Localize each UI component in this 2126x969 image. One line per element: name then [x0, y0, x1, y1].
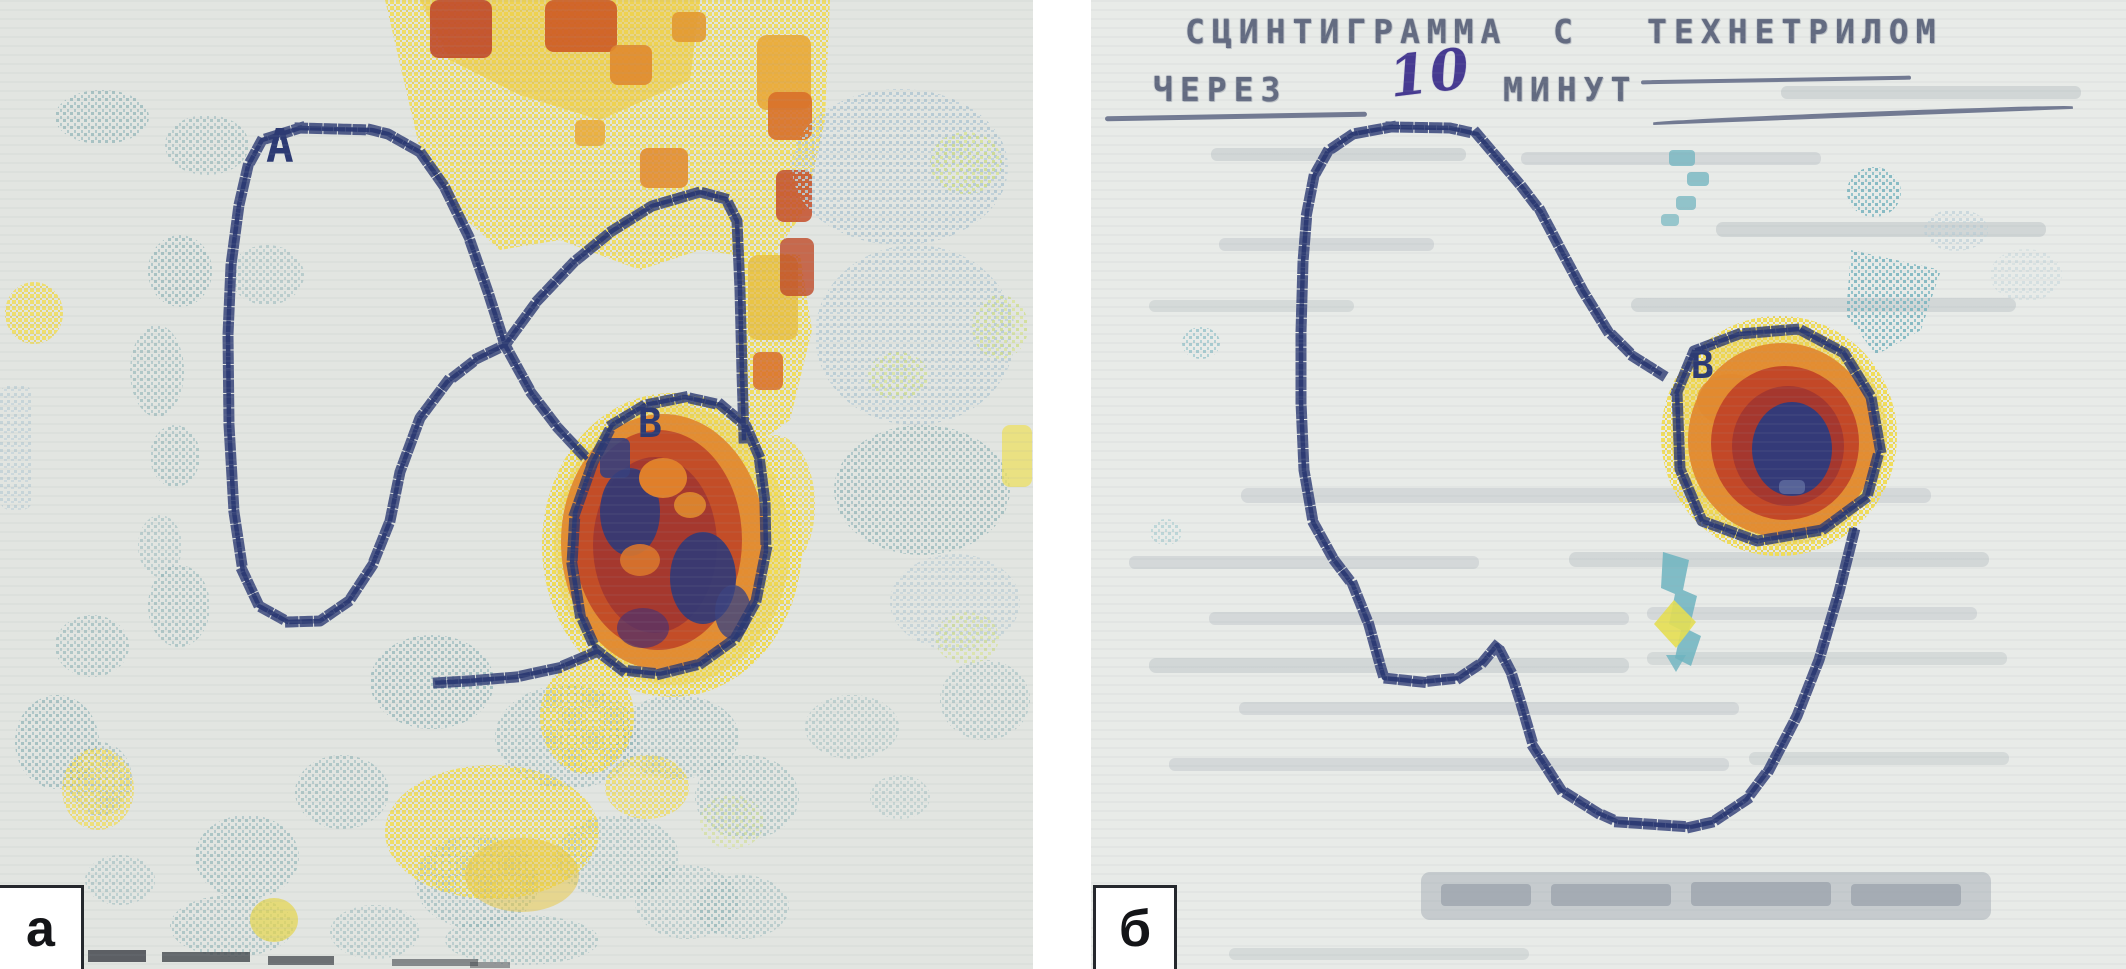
thyroid-outline-a: [222, 121, 772, 689]
nodule-marker-b: B: [1691, 343, 1714, 387]
panel-b-scintigram: B СЦИНТИГРАММА С ТЕХНЕТРИЛОМ ЧЕРЕЗ 10 МИ…: [1091, 0, 2126, 969]
thyroid-outline-b: [1295, 120, 1886, 833]
speckle-field-a: [0, 0, 1032, 965]
hot-nodule-b: [1661, 316, 1897, 556]
panel-a-scintigram: A B а: [0, 0, 1033, 969]
speckle-field-b: [1150, 150, 2062, 672]
scintigram-b-graphic: B: [1129, 86, 2081, 960]
panel-a-letter: а: [26, 899, 55, 958]
nodule-marker-a: B: [638, 401, 662, 447]
lobe-marker-a: A: [266, 119, 294, 173]
panel-b-letter: б: [1118, 899, 1152, 958]
hot-nodule-a: [542, 393, 815, 697]
bottom-print-fragments-a: [88, 950, 510, 968]
panel-a-letter-box: а: [0, 885, 84, 969]
scintigram-a-graphic: A B: [0, 0, 1032, 968]
panel-b-letter-box: б: [1093, 885, 1177, 969]
